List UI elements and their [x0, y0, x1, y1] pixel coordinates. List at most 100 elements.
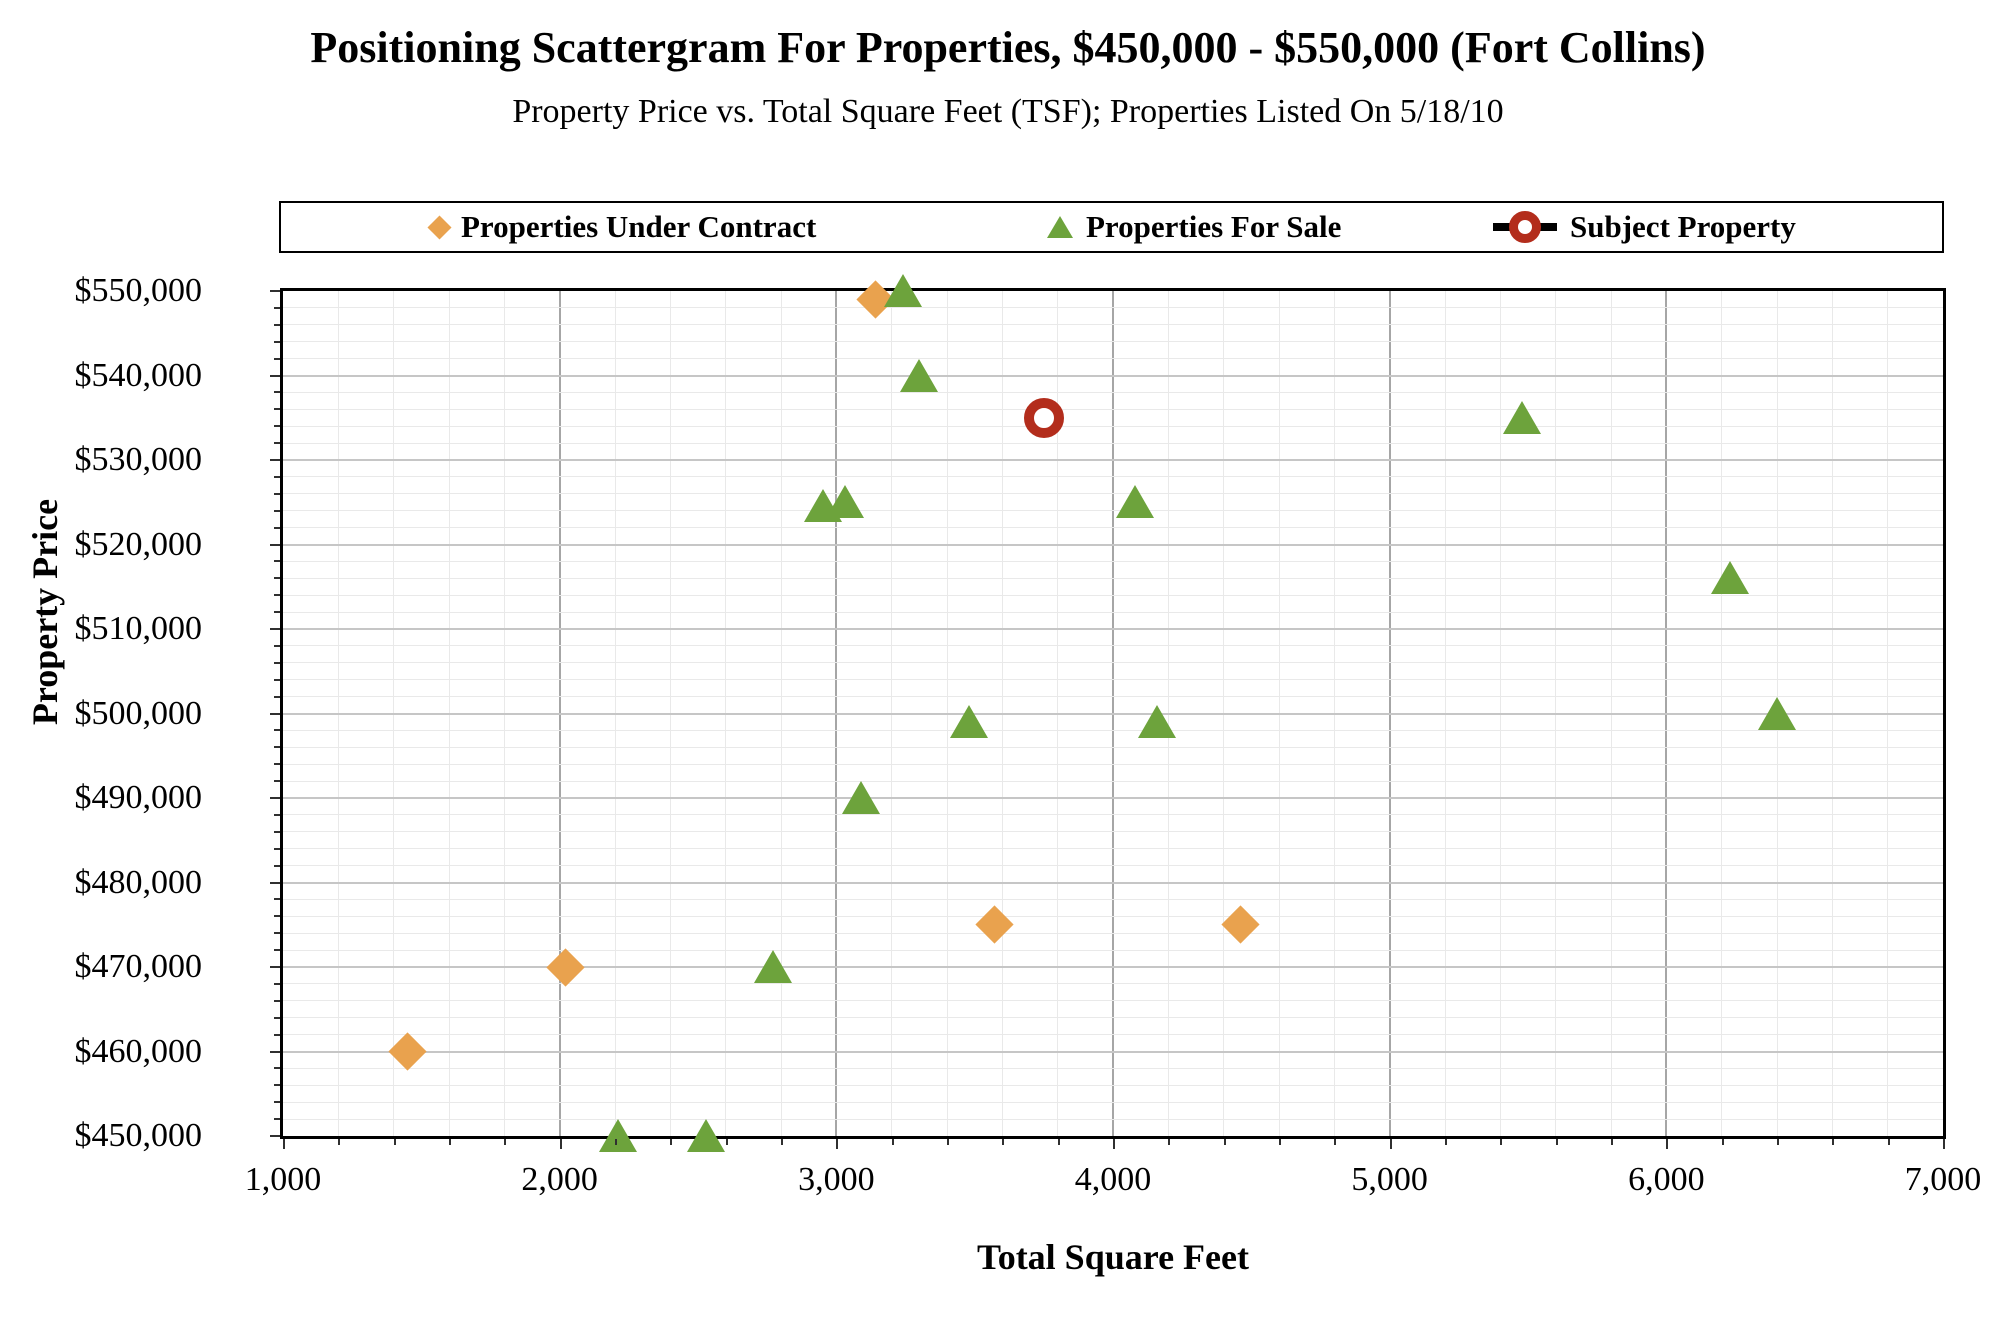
gridline-horizontal-minor — [283, 527, 1943, 529]
x-axis-minor-tick — [449, 1139, 451, 1145]
y-axis-minor-tick — [274, 1033, 280, 1036]
y-axis-major-tick — [270, 881, 280, 884]
legend-item-properties-under-contract: Properties Under Contract — [427, 203, 816, 251]
gridline-horizontal-minor — [283, 780, 1943, 782]
data-point-properties-for-sale — [1138, 704, 1177, 738]
gridline-horizontal-minor — [283, 425, 1943, 427]
y-axis-major-tick — [270, 966, 280, 968]
y-tick-label: $520,000 — [74, 525, 203, 563]
gridline-horizontal-major — [283, 1050, 1943, 1053]
y-axis-minor-tick — [274, 577, 280, 580]
x-axis-minor-tick — [947, 1139, 949, 1145]
y-axis-minor-tick — [274, 442, 280, 445]
gridline-horizontal-minor — [283, 1034, 1943, 1036]
gridline-horizontal-minor — [283, 510, 1943, 512]
y-axis-minor-tick — [274, 323, 280, 326]
x-axis-minor-tick — [1555, 1139, 1558, 1145]
x-axis-minor-tick — [891, 1139, 894, 1145]
x-axis-major-tick — [1666, 1139, 1669, 1149]
legend-label-properties-for-sale: Properties For Sale — [1086, 209, 1342, 244]
y-axis-minor-tick — [274, 695, 280, 698]
x-axis-minor-tick — [1832, 1139, 1835, 1145]
x-tick-label: 2,000 — [521, 1161, 598, 1198]
y-tick-label: $530,000 — [74, 441, 203, 478]
x-axis-major-tick — [559, 1139, 562, 1149]
x-axis-minor-tick — [1721, 1139, 1724, 1145]
gridline-horizontal-major — [283, 881, 1943, 884]
gridline-horizontal-minor — [283, 341, 1943, 343]
x-axis-major-tick — [1113, 1139, 1115, 1149]
y-axis-minor-tick — [274, 661, 280, 664]
y-axis-minor-tick — [274, 830, 280, 833]
gridline-horizontal-minor — [283, 679, 1943, 681]
y-axis-major-tick — [270, 290, 280, 292]
gridline-horizontal-minor — [283, 594, 1943, 596]
for-sale-triangle-icon — [1047, 216, 1073, 238]
gridline-horizontal-major — [283, 628, 1943, 630]
gridline-horizontal-minor — [283, 577, 1943, 579]
gridline-horizontal-minor — [283, 560, 1943, 562]
y-axis-minor-tick — [274, 509, 280, 512]
gridline-horizontal-minor — [283, 1084, 1943, 1086]
y-axis-minor-tick — [274, 357, 280, 360]
y-axis-minor-tick — [274, 425, 280, 428]
y-axis-major-tick — [270, 712, 280, 715]
x-tick-label: 5,000 — [1351, 1161, 1428, 1198]
gridline-horizontal-major — [283, 966, 1943, 968]
y-tick-label: $480,000 — [74, 863, 203, 901]
gridline-horizontal-minor — [283, 611, 1943, 613]
y-axis-minor-tick — [274, 306, 280, 309]
data-point-subject-property — [1023, 397, 1064, 438]
x-axis-minor-tick — [725, 1139, 728, 1145]
x-axis-minor-tick — [504, 1139, 507, 1145]
x-axis-major-tick — [1943, 1139, 1945, 1149]
gridline-horizontal-minor — [283, 442, 1943, 444]
under-contract-diamond-icon — [427, 214, 452, 240]
subject-property-ring-icon — [1509, 211, 1541, 243]
y-axis-minor-tick — [274, 560, 280, 563]
gridline-horizontal-major — [283, 459, 1943, 461]
plot-area — [280, 274, 1946, 1152]
x-axis-minor-tick — [670, 1139, 673, 1145]
chart-subtitle: Property Price vs. Total Square Feet (TS… — [512, 93, 1504, 130]
x-tick-label: 4,000 — [1074, 1161, 1152, 1198]
y-axis-minor-tick — [274, 1118, 280, 1121]
data-point-properties-for-sale — [883, 274, 922, 307]
x-tick-label: 7,000 — [1904, 1161, 1982, 1198]
y-axis-minor-tick — [274, 898, 280, 901]
gridline-horizontal-minor — [283, 932, 1943, 934]
y-axis-minor-tick — [274, 391, 280, 394]
y-tick-label: $510,000 — [74, 610, 203, 647]
x-axis-minor-tick — [615, 1139, 617, 1145]
gridline-horizontal-minor — [283, 729, 1943, 731]
y-axis-minor-tick — [274, 475, 280, 478]
gridline-horizontal-minor — [283, 915, 1943, 917]
data-point-properties-for-sale — [1710, 561, 1749, 595]
plot-inner — [283, 274, 1943, 1152]
y-axis-major-tick — [270, 797, 280, 799]
x-axis-major-tick — [283, 1139, 285, 1149]
data-point-properties-for-sale — [598, 1119, 637, 1152]
gridline-horizontal-minor — [283, 865, 1943, 867]
y-axis-minor-tick — [274, 340, 280, 343]
gridline-horizontal-minor — [283, 763, 1943, 765]
y-axis-title: Property Price — [25, 498, 65, 726]
y-axis-minor-tick — [274, 780, 280, 783]
gridline-horizontal-major — [283, 797, 1943, 799]
y-axis-major-tick — [270, 374, 280, 377]
x-axis-minor-tick — [1223, 1139, 1226, 1145]
y-axis-major-tick — [270, 543, 280, 546]
y-axis-minor-tick — [274, 492, 280, 495]
gridline-horizontal-minor — [283, 983, 1943, 985]
data-point-properties-under-contract — [1221, 905, 1260, 944]
legend-item-subject-property: Subject Property — [1493, 203, 1796, 251]
x-axis-minor-tick — [1777, 1139, 1779, 1145]
gridline-horizontal-minor — [283, 949, 1943, 951]
y-axis-minor-tick — [274, 999, 280, 1002]
y-axis-minor-tick — [274, 982, 280, 985]
gridline-horizontal-minor — [283, 324, 1943, 326]
legend-item-properties-for-sale: Properties For Sale — [1047, 203, 1341, 251]
x-axis-minor-tick — [1002, 1139, 1005, 1145]
legend: Properties Under Contract Properties For … — [279, 201, 1944, 253]
